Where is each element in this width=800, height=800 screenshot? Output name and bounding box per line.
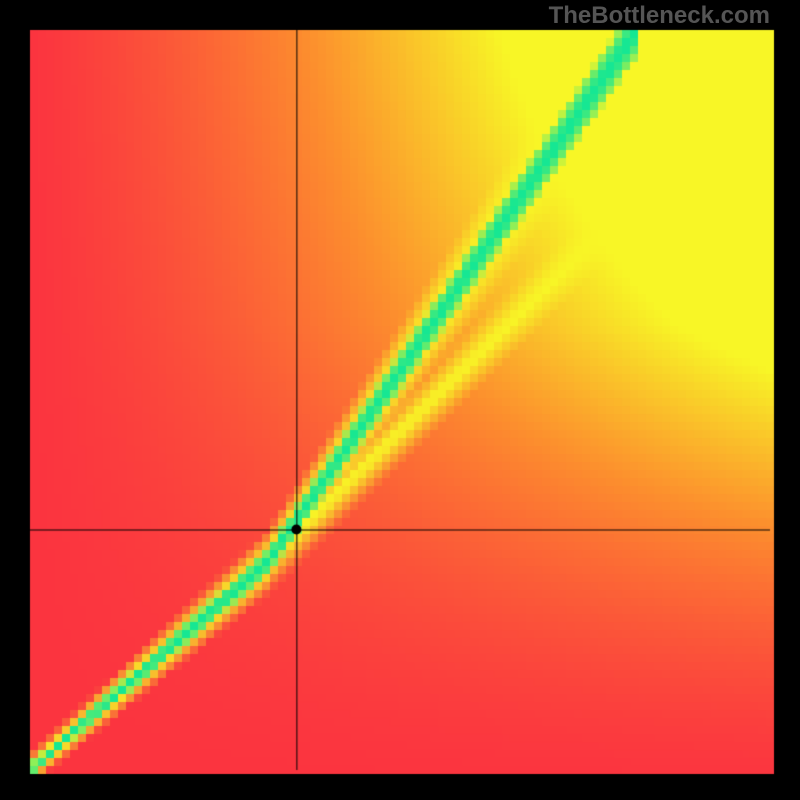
chart-container: { "watermark": { "text": "TheBottleneck.…: [0, 0, 800, 800]
bottleneck-heatmap: [0, 0, 800, 800]
watermark-text: TheBottleneck.com: [549, 2, 770, 30]
